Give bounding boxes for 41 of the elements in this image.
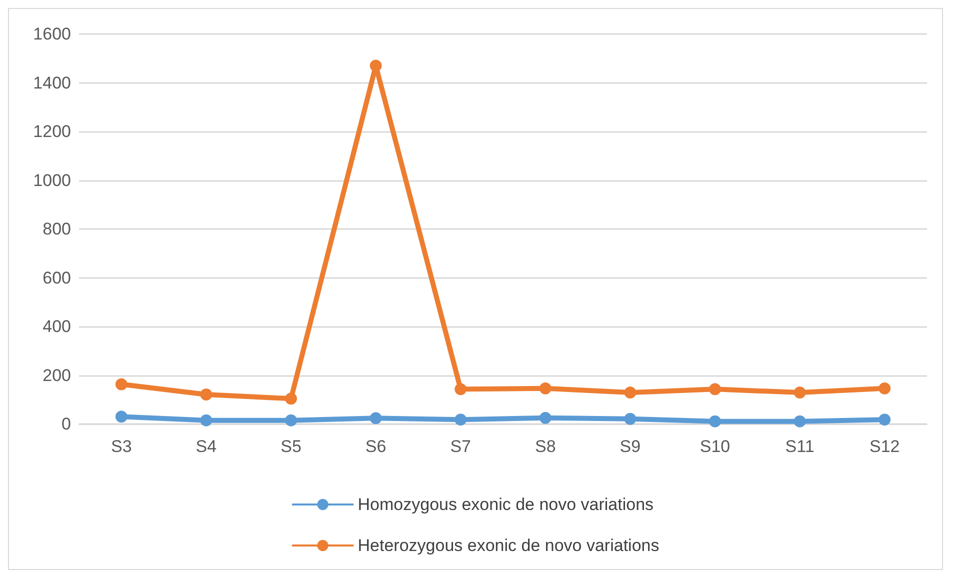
point — [624, 412, 636, 425]
x-tick-label: S6 — [365, 437, 386, 456]
point — [794, 386, 806, 399]
y-tick-label: 600 — [42, 268, 71, 288]
point — [878, 414, 891, 426]
legend-label: Heterozygous exonic de novo variations — [358, 536, 660, 555]
legend-label: Homozygous exonic de novo variations — [358, 495, 654, 514]
x-tick-label: S9 — [620, 437, 641, 456]
point — [709, 415, 721, 428]
point — [200, 388, 212, 401]
point — [624, 386, 636, 399]
y-tick-label: 400 — [42, 317, 71, 336]
point — [115, 410, 128, 423]
y-tick-label: 800 — [42, 220, 71, 238]
x-tick-label: S12 — [869, 437, 900, 456]
point — [285, 414, 297, 426]
point — [454, 383, 467, 396]
y-tick-label: 200 — [42, 366, 71, 385]
y-tick-label: 1000 — [33, 170, 71, 190]
x-tick-label: S8 — [535, 437, 556, 456]
point — [454, 414, 467, 426]
x-tick-label: S4 — [196, 437, 217, 456]
point — [115, 378, 128, 390]
x-tick-label: S7 — [450, 437, 471, 456]
x-tick-label: S3 — [111, 437, 132, 456]
y-tick-label: 1600 — [33, 24, 71, 44]
point — [878, 382, 891, 394]
point — [539, 382, 552, 394]
y-tick-label: 0 — [62, 414, 71, 434]
x-tick-label: S10 — [700, 437, 730, 456]
point — [200, 414, 212, 426]
point — [370, 412, 382, 424]
y-tick-label: 1400 — [33, 73, 71, 92]
point — [285, 392, 297, 405]
x-tick-label: S5 — [280, 437, 302, 456]
point — [794, 415, 806, 428]
point — [370, 60, 382, 72]
point — [709, 383, 721, 396]
x-tick-label: S11 — [785, 437, 814, 456]
point — [539, 412, 552, 424]
y-tick-label: 1200 — [33, 122, 71, 141]
